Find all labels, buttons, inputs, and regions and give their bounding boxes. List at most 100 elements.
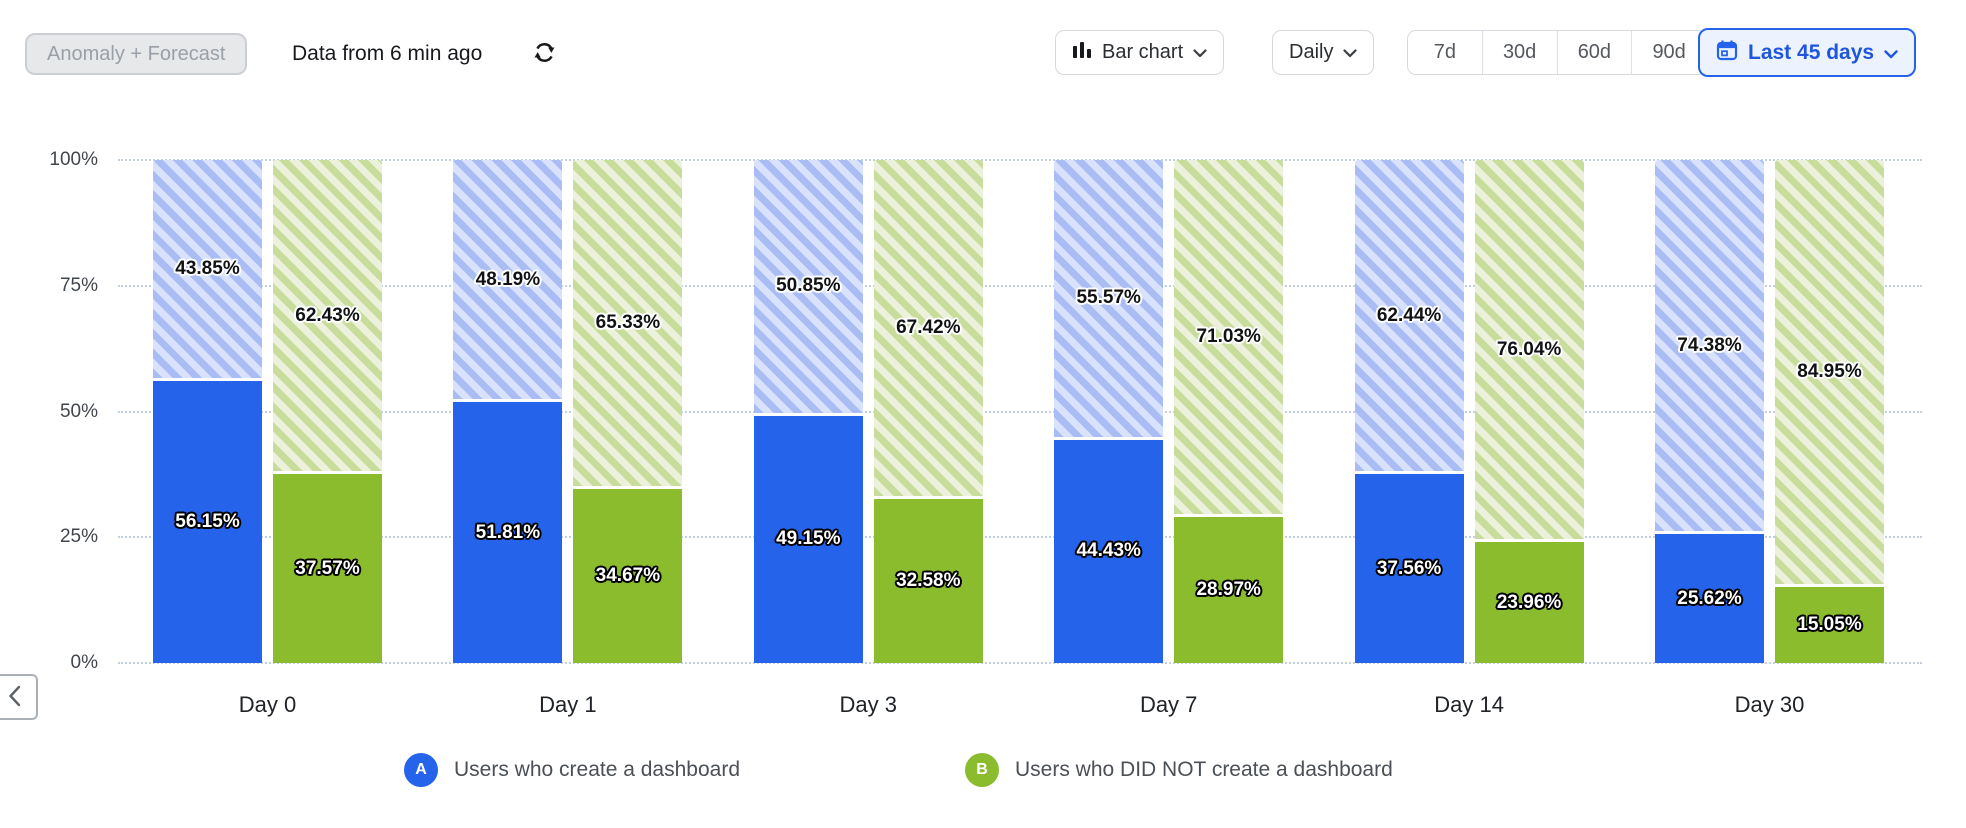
value-label: 76.04% — [1496, 338, 1562, 360]
hatched-segment-b-day-1[interactable]: 65.33% — [573, 160, 683, 486]
hatched-segment-a-day-7[interactable]: 55.57% — [1054, 160, 1164, 437]
value-label: 67.42% — [896, 317, 961, 339]
value-label: 62.44% — [1376, 304, 1442, 326]
bar-b-day-14[interactable]: 76.04% 23.96% — [1474, 160, 1584, 663]
bar-a-day-3[interactable]: 50.85% 49.15% — [753, 160, 863, 663]
hatched-segment-a-day-0[interactable]: 43.85% — [153, 160, 262, 378]
hatched-segment-a-day-30[interactable]: 74.38% — [1655, 160, 1764, 532]
value-label: 25.62% — [1677, 587, 1742, 609]
chart-type-label: Bar chart — [1102, 41, 1184, 63]
bar-b-day-0[interactable]: 62.43% 37.57% — [273, 160, 382, 663]
value-label: 55.57% — [1076, 287, 1141, 309]
value-label: 62.43% — [295, 304, 360, 326]
date-range-label: Last 45 days — [1748, 40, 1875, 64]
hatched-segment-b-day-30[interactable]: 84.95% — [1775, 160, 1884, 585]
bar-group-day-14: 62.44% 37.56% 76.04% 23.96% — [1354, 160, 1584, 663]
preset-60d-button[interactable]: 60d — [1557, 31, 1633, 74]
y-tick-50%: 50% — [59, 400, 98, 422]
value-label: 32.58% — [896, 570, 961, 592]
value-label: 34.67% — [595, 564, 661, 586]
solid-segment-a-day-7[interactable]: 44.43% — [1054, 439, 1164, 663]
bar-b-day-3[interactable]: 67.42% 32.58% — [873, 160, 983, 663]
legend-series-label: Users who DID NOT create a dashboard — [1015, 758, 1393, 781]
value-label: 84.95% — [1797, 361, 1862, 383]
hatched-segment-b-day-3[interactable]: 67.42% — [873, 160, 983, 497]
calendar-icon — [1716, 39, 1738, 67]
refresh-button[interactable] — [528, 38, 560, 70]
legend-series-label: Users who create a dashboard — [454, 758, 740, 781]
gridline-0% — [118, 662, 1922, 664]
scroll-left-button[interactable] — [0, 674, 38, 720]
bar-a-day-0[interactable]: 43.85% 56.15% — [153, 160, 262, 663]
bar-a-day-30[interactable]: 74.38% 25.62% — [1655, 160, 1764, 663]
solid-segment-a-day-3[interactable]: 49.15% — [753, 415, 863, 663]
anomaly-forecast-button[interactable]: Anomaly + Forecast — [25, 33, 248, 75]
bar-chart-icon — [1072, 40, 1092, 66]
value-label: 51.81% — [475, 521, 541, 543]
date-preset-group: 7d 30d 60d 90d — [1407, 30, 1707, 75]
y-tick-0%: 0% — [70, 652, 98, 673]
solid-segment-a-day-30[interactable]: 25.62% — [1655, 534, 1764, 663]
x-label-day-30: Day 30 — [1734, 692, 1805, 717]
solid-segment-a-day-14[interactable]: 37.56% — [1354, 474, 1464, 663]
legend-series-badge: A — [404, 753, 438, 787]
x-label-day-14: Day 14 — [1434, 692, 1504, 717]
y-tick-100%: 100% — [49, 149, 98, 170]
hatched-segment-b-day-7[interactable]: 71.03% — [1174, 160, 1284, 515]
value-label: 28.97% — [1196, 579, 1261, 601]
value-label: 37.57% — [295, 557, 360, 579]
x-label-day-7: Day 7 — [1139, 692, 1198, 717]
value-label: 56.15% — [175, 510, 240, 532]
hatched-segment-a-day-14[interactable]: 62.44% — [1354, 160, 1464, 472]
chevron-left-icon — [8, 685, 21, 710]
bar-group-day-30: 74.38% 25.62% 84.95% 15.05% — [1655, 160, 1884, 663]
value-label: 48.19% — [475, 268, 541, 290]
legend-item-b[interactable]: B Users who DID NOT create a dashboard — [965, 753, 1393, 787]
preset-30d-button[interactable]: 30d — [1482, 31, 1558, 74]
gridline-75% — [118, 284, 1922, 287]
bar-a-day-7[interactable]: 55.57% 44.43% — [1054, 160, 1164, 663]
solid-segment-b-day-1[interactable]: 34.67% — [573, 488, 683, 663]
bar-a-day-14[interactable]: 62.44% 37.56% — [1354, 160, 1464, 663]
value-label: 44.43% — [1076, 540, 1141, 562]
preset-7d-button[interactable]: 7d — [1408, 31, 1483, 74]
solid-segment-b-day-0[interactable]: 37.57% — [273, 474, 382, 663]
bar-group-day-0: 43.85% 56.15% 62.43% 37.57% — [153, 160, 382, 663]
bar-group-day-3: 50.85% 49.15% 67.42% 32.58% — [753, 160, 983, 663]
value-label: 50.85% — [776, 275, 841, 297]
bar-a-day-1[interactable]: 48.19% 51.81% — [453, 160, 563, 663]
gridline-50% — [118, 410, 1922, 413]
hatched-segment-b-day-14[interactable]: 76.04% — [1474, 160, 1584, 540]
value-label: 37.56% — [1376, 557, 1442, 579]
hatched-segment-a-day-3[interactable]: 50.85% — [753, 160, 863, 413]
preset-90d-button[interactable]: 90d — [1632, 31, 1706, 74]
date-range-dropdown[interactable]: Last 45 days — [1698, 28, 1917, 77]
bar-b-day-1[interactable]: 65.33% 34.67% — [573, 160, 683, 663]
granularity-dropdown[interactable]: Daily — [1272, 30, 1375, 75]
gridline-100% — [118, 159, 1922, 161]
value-label: 43.85% — [175, 257, 240, 279]
solid-segment-b-day-14[interactable]: 23.96% — [1474, 542, 1584, 663]
chart-type-dropdown[interactable]: Bar chart — [1055, 30, 1225, 75]
value-label: 65.33% — [595, 311, 661, 333]
chevron-down-icon — [1343, 41, 1358, 64]
solid-segment-a-day-0[interactable]: 56.15% — [153, 380, 262, 663]
legend-series-badge: B — [965, 753, 999, 787]
solid-segment-a-day-1[interactable]: 51.81% — [453, 402, 563, 663]
bar-b-day-7[interactable]: 71.03% 28.97% — [1174, 160, 1284, 663]
data-freshness-label: Data from 6 min ago — [292, 42, 483, 65]
chevron-down-icon — [1193, 41, 1207, 64]
solid-segment-b-day-30[interactable]: 15.05% — [1775, 587, 1884, 663]
bar-b-day-30[interactable]: 84.95% 15.05% — [1775, 160, 1884, 663]
solid-segment-b-day-7[interactable]: 28.97% — [1174, 517, 1284, 663]
hatched-segment-a-day-1[interactable]: 48.19% — [453, 160, 563, 400]
x-label-day-3: Day 3 — [839, 692, 898, 717]
value-label: 15.05% — [1797, 614, 1862, 636]
legend-item-a[interactable]: A Users who create a dashboard — [404, 753, 740, 787]
value-label: 49.15% — [776, 528, 841, 550]
x-label-day-1: Day 1 — [539, 692, 597, 717]
value-label: 74.38% — [1677, 334, 1742, 356]
hatched-segment-b-day-0[interactable]: 62.43% — [273, 160, 382, 472]
solid-segment-b-day-3[interactable]: 32.58% — [873, 499, 983, 663]
x-label-day-0: Day 0 — [238, 692, 297, 717]
